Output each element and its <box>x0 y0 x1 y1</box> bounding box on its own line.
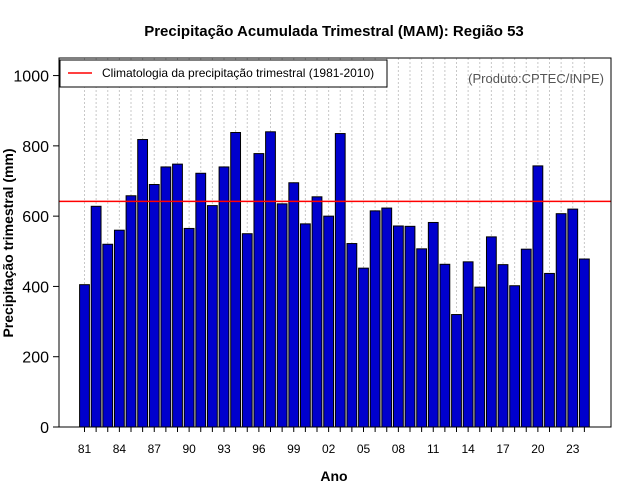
bar-04 <box>346 243 358 428</box>
y-tick-label: 1000 <box>13 69 49 86</box>
x-tick-label: 87 <box>148 442 162 456</box>
bar-85 <box>125 195 137 428</box>
y-axis-label: Precipitação trimestral (mm) <box>0 148 16 337</box>
bar-19 <box>520 248 532 428</box>
x-tick-label: 20 <box>531 442 545 456</box>
x-tick-label: 05 <box>357 442 371 456</box>
bar-90 <box>183 227 195 428</box>
bar-02 <box>323 215 335 428</box>
bar-95 <box>241 233 253 428</box>
bar-09 <box>404 225 416 428</box>
bar-96 <box>253 153 265 428</box>
bar-23 <box>567 208 579 428</box>
legend-box <box>59 59 388 88</box>
y-tick-label: 0 <box>40 420 49 437</box>
x-tick-label: 17 <box>496 442 510 456</box>
bar-14 <box>462 261 474 428</box>
bar-00 <box>299 223 311 428</box>
bar-03 <box>334 133 346 428</box>
bar-83 <box>102 243 114 428</box>
bar-81 <box>79 284 90 428</box>
bar-01 <box>311 196 323 428</box>
bar-98 <box>276 203 288 428</box>
x-tick-label: 08 <box>392 442 406 456</box>
x-axis: 81 84 87 90 93 96 99 02 05 08 11 14 17 20 23 <box>78 427 585 456</box>
source-note: (Produto:CPTEC/INPE) <box>468 71 604 86</box>
bar-16 <box>485 236 497 428</box>
bar-89 <box>172 163 183 428</box>
y-axis: 0 200 400 600 800 1000 <box>13 69 59 437</box>
x-tick-label: 14 <box>461 442 475 456</box>
chart-title: Precipitação Acumulada Trimestral (MAM):… <box>144 23 524 40</box>
legend: Climatologia da precipitação trimestral … <box>59 59 388 88</box>
bar-87 <box>148 184 160 428</box>
x-tick-label: 96 <box>252 442 266 456</box>
bar-18 <box>509 285 521 428</box>
bar-17 <box>497 264 509 428</box>
bar-13 <box>451 314 462 428</box>
y-tick-label: 800 <box>22 139 49 156</box>
x-tick-label: 02 <box>322 442 336 456</box>
x-tick-label: 90 <box>182 442 196 456</box>
y-tick-label: 400 <box>22 279 49 296</box>
bar-94 <box>230 132 242 428</box>
bar-24 <box>578 258 590 428</box>
bar-12 <box>439 263 451 428</box>
x-tick-label: 84 <box>113 442 127 456</box>
bar-99 <box>288 182 300 428</box>
bars <box>79 131 590 428</box>
x-tick-label: 11 <box>427 442 440 456</box>
bar-92 <box>206 205 218 428</box>
x-tick-label: 23 <box>566 442 580 456</box>
bar-22 <box>555 213 567 428</box>
bar-20 <box>532 165 544 428</box>
x-tick-label: 99 <box>287 442 301 456</box>
x-tick-label: 93 <box>217 442 231 456</box>
y-tick-label: 200 <box>22 350 49 367</box>
bar-10 <box>416 248 428 428</box>
bar-88 <box>160 166 172 428</box>
bar-97 <box>265 131 276 428</box>
bar-84 <box>113 229 125 428</box>
bar-11 <box>427 221 439 428</box>
bar-91 <box>195 172 207 428</box>
plot-frame <box>58 57 612 428</box>
bar-08 <box>392 225 404 428</box>
bar-93 <box>218 166 230 428</box>
bar-06 <box>369 210 381 428</box>
y-tick-label: 600 <box>22 209 49 226</box>
bar-86 <box>137 139 149 428</box>
x-tick-label: 81 <box>78 442 92 456</box>
bar-82 <box>90 205 102 428</box>
bar-07 <box>381 207 393 428</box>
legend-label: Climatologia da precipitação trimestral … <box>102 66 374 80</box>
bar-15 <box>474 286 486 428</box>
bar-05 <box>358 267 369 428</box>
bar-21 <box>544 272 555 428</box>
x-axis-label: Ano <box>320 468 347 484</box>
